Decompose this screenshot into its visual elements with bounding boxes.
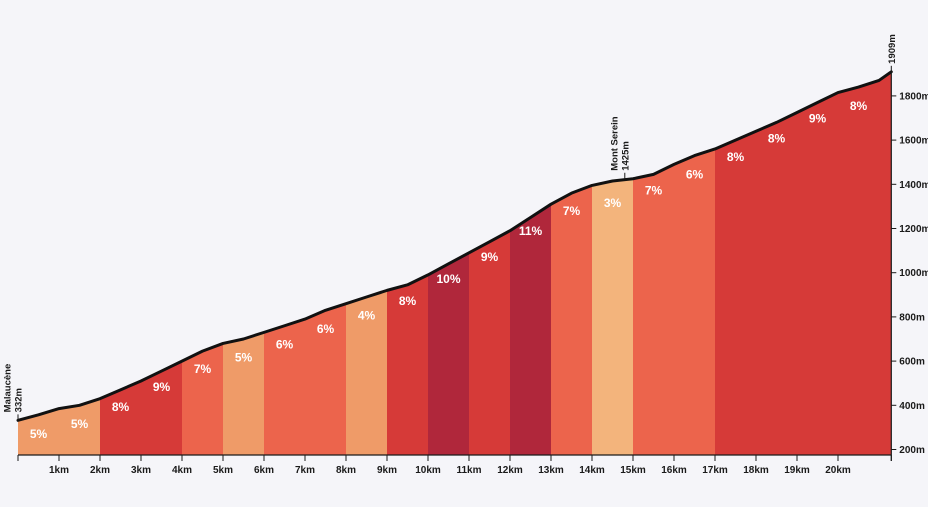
x-tick-label-11: 11km bbox=[456, 465, 481, 476]
grade-label-7: 6% bbox=[276, 337, 294, 351]
annotations: Malaucène 332m Mont Serein 1425m 1909m bbox=[3, 34, 898, 421]
grade-label-20: 9% bbox=[809, 112, 827, 126]
grade-label-2: 5% bbox=[71, 417, 89, 431]
x-tick-label-9: 9km bbox=[377, 465, 397, 476]
grade-labels: 5% 5% 8% 9% 7% 5% 6% 6% 4% 8% 10% 9% 11% 7% 3% 7% 6% 8% 8%… bbox=[30, 99, 868, 441]
x-tick-label-3: 3km bbox=[131, 465, 151, 476]
x-tick-label-10: 10km bbox=[415, 465, 441, 476]
grade-label-19: 8% bbox=[768, 131, 786, 145]
annotation-1-line-1: Malaucène bbox=[3, 364, 14, 413]
grade-label-8: 6% bbox=[317, 322, 335, 336]
y-tick-label-800: 800m bbox=[899, 312, 925, 323]
profile-line-group bbox=[16, 70, 893, 422]
grade-label-5: 7% bbox=[194, 362, 212, 376]
x-tick-label-7: 7km bbox=[295, 465, 315, 476]
x-tick-label-2: 2km bbox=[90, 465, 110, 476]
y-tick-label-1200: 1200m bbox=[899, 224, 928, 235]
y-tick-label-1800: 1800m bbox=[899, 91, 928, 102]
y-axis: 200m 400m 600m 800m 1000m 1200m 1400m 1600m 1800… bbox=[890, 71, 928, 461]
annotation-2-line-1: Mont Serein bbox=[609, 116, 620, 171]
x-axis: 1km 2km 3km 4km 5km 6km 7km 8km 9km 10km 11km 12km 1… bbox=[17, 454, 892, 476]
background-above-profile bbox=[17, 0, 893, 421]
y-tick-label-1000: 1000m bbox=[899, 268, 928, 279]
x-tick-label-13: 13km bbox=[538, 465, 564, 476]
sky-cover bbox=[0, 0, 928, 456]
x-tick-label-19: 19km bbox=[784, 465, 810, 476]
y-tick-label-400: 400m bbox=[899, 401, 925, 412]
x-tick-label-16: 16km bbox=[661, 465, 687, 476]
x-tick-label-15: 15km bbox=[620, 465, 646, 476]
x-tick-label-20: 20km bbox=[825, 465, 851, 476]
grade-label-4: 9% bbox=[153, 380, 171, 394]
x-tick-label-12: 12km bbox=[497, 465, 523, 476]
x-tick-label-4: 4km bbox=[172, 465, 192, 476]
grade-label-15: 3% bbox=[604, 196, 622, 210]
grade-label-9: 4% bbox=[358, 309, 376, 323]
grade-label-18: 8% bbox=[727, 150, 745, 164]
y-tick-label-200: 200m bbox=[899, 445, 925, 456]
x-tick-label-1: 1km bbox=[49, 465, 69, 476]
background-left bbox=[0, 0, 18, 456]
grade-label-3: 8% bbox=[112, 400, 130, 414]
grade-label-16: 7% bbox=[645, 183, 663, 197]
grade-label-21: 8% bbox=[850, 99, 868, 113]
grade-label-12: 9% bbox=[481, 250, 499, 264]
grade-label-10: 8% bbox=[399, 294, 417, 308]
grade-label-13: 11% bbox=[519, 224, 543, 238]
x-tick-label-14: 14km bbox=[579, 465, 605, 476]
grade-label-17: 6% bbox=[686, 167, 704, 181]
annotation-2-line-2: 1425m bbox=[620, 141, 631, 171]
x-tick-label-17: 17km bbox=[702, 465, 728, 476]
grade-label-6: 5% bbox=[235, 351, 253, 365]
y-tick-label-1400: 1400m bbox=[899, 180, 928, 191]
grade-label-11: 10% bbox=[436, 272, 460, 286]
grade-label-14: 7% bbox=[563, 204, 581, 218]
profile-line bbox=[16, 70, 893, 422]
annotation-1-line-2: 332m bbox=[14, 388, 25, 412]
grade-label-1: 5% bbox=[30, 427, 48, 441]
y-tick-label-600: 600m bbox=[899, 357, 925, 368]
y-tick-label-1600: 1600m bbox=[899, 136, 928, 147]
x-tick-label-8: 8km bbox=[336, 465, 356, 476]
x-tick-label-5: 5km bbox=[213, 465, 233, 476]
background-right bbox=[891, 0, 928, 456]
x-tick-label-6: 6km bbox=[254, 465, 274, 476]
annotation-3-line-1: 1909m bbox=[887, 34, 898, 64]
x-tick-label-18: 18km bbox=[743, 465, 769, 476]
